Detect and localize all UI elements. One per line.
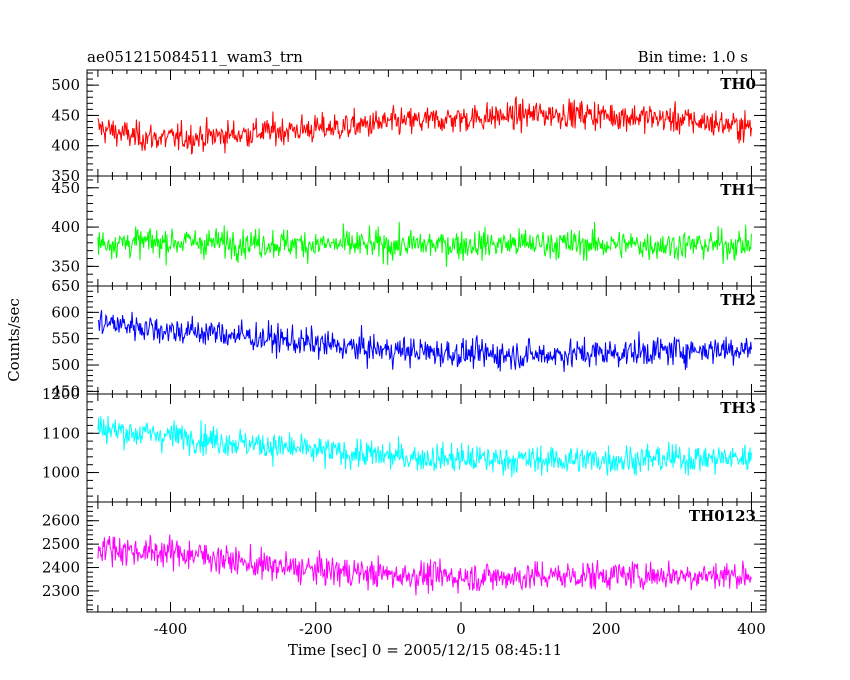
series-label-th0123: TH0123	[689, 507, 756, 525]
y-tick-label: 400	[51, 137, 80, 155]
y-tick-label: 2300	[42, 582, 80, 600]
panel-frame	[86, 501, 767, 613]
series-line-th3	[97, 415, 752, 478]
panel-th0123: 2300 2400 2500 2600 TH0123	[42, 501, 767, 613]
series-line-th0123	[97, 534, 752, 596]
series-line-th1	[97, 221, 752, 267]
y-tick-label: 550	[51, 330, 80, 348]
y-tick-label: 450	[51, 179, 80, 197]
y-tick-label: 2600	[42, 512, 80, 530]
series-label-th3: TH3	[720, 399, 756, 417]
series-label-th0: TH0	[720, 75, 756, 93]
y-tick-label: 400	[51, 218, 80, 236]
y-tick-label: 500	[51, 76, 80, 94]
series-label-th2: TH2	[720, 291, 756, 309]
x-tick-label: -200	[299, 620, 333, 638]
y-tick-label: 1000	[42, 464, 80, 482]
x-tick-label: 0	[456, 620, 466, 638]
y-tick-label: 2400	[42, 559, 80, 577]
y-tick-label: 600	[51, 303, 80, 321]
y-tick-label: 450	[51, 382, 80, 400]
panel-th1: 350 400 450 TH1	[51, 175, 767, 287]
x-tick-label: 200	[592, 620, 621, 638]
x-tick-label: -400	[154, 620, 188, 638]
panels-group: 350 400 450 500 TH0 350 400 450 TH1 450 500 550 600 6…	[42, 69, 767, 638]
panel-th0: 350 400 450 500 TH0	[51, 69, 767, 185]
panel-th3: 1000 1100 1200 TH3	[42, 385, 767, 503]
y-tick-label: 2500	[42, 535, 80, 553]
chart-title: ae051215084511_wam3_trn	[87, 48, 303, 66]
y-tick-label: 1200	[42, 385, 80, 403]
y-tick-label: 350	[51, 167, 80, 185]
series-label-th1: TH1	[720, 181, 756, 199]
series-line-th0	[97, 95, 752, 155]
x-axis-label: Time [sec] 0 = 2005/12/15 08:45:11	[288, 641, 562, 659]
y-tick-label: 450	[51, 106, 80, 124]
x-tick-label: 400	[737, 620, 766, 638]
panel-frame	[86, 285, 767, 395]
y-tick-label: 350	[51, 257, 80, 275]
panel-frame	[86, 175, 767, 287]
y-axis-label: Counts/sec	[5, 298, 23, 382]
y-tick-label: 1100	[42, 424, 80, 442]
y-tick-label: 500	[51, 356, 80, 374]
panel-th2: 450 500 550 600 650 TH2	[51, 277, 767, 400]
series-line-th2	[97, 310, 752, 373]
y-tick-label: 650	[51, 277, 80, 295]
bin-time-label: Bin time: 1.0 s	[638, 48, 748, 66]
